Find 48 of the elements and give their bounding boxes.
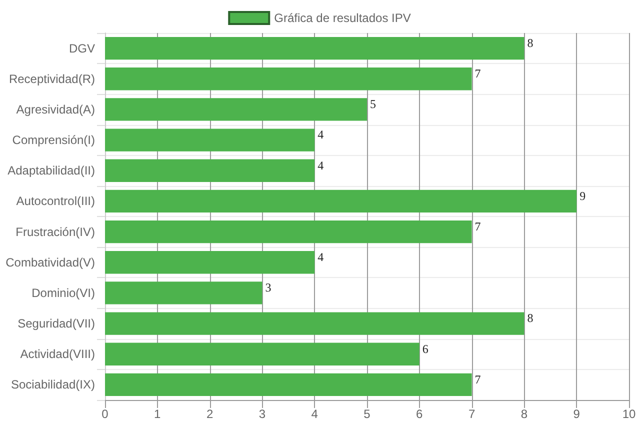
y-tick-label: Frustración(IV) (16, 224, 95, 239)
bar (105, 68, 472, 90)
bar (105, 342, 420, 366)
data-label: 7 (474, 66, 481, 81)
y-tick-label: DGV (68, 41, 95, 56)
x-tick-label: 8 (520, 407, 528, 421)
x-tick-label: 10 (622, 407, 636, 421)
data-label: 7 (474, 372, 481, 386)
y-tick-label: Adaptabilidad(II) (8, 164, 95, 178)
data-label: 4 (318, 128, 324, 142)
x-tick-label: 3 (258, 407, 266, 421)
data-label: 8 (527, 311, 534, 326)
data-label: 6 (422, 342, 428, 356)
y-tick-label: Receptividad(R) (8, 72, 95, 86)
bar (105, 36, 524, 60)
y-tick-label: Autocontrol(III) (16, 194, 95, 208)
bar (105, 282, 262, 304)
data-label: 3 (265, 280, 272, 295)
y-tick-label: Actividad(VIII) (20, 347, 95, 362)
data-label: 5 (370, 97, 376, 112)
bar (105, 251, 315, 274)
y-tick-label: Dominio(VI) (32, 286, 95, 300)
bar (105, 98, 367, 121)
data-label: 4 (318, 250, 324, 264)
y-tick-label: Combatividad(V) (6, 255, 95, 270)
x-tick-label: 2 (206, 407, 214, 421)
data-label: 7 (474, 219, 481, 234)
data-label: 8 (527, 36, 534, 50)
x-tick-label: 0 (102, 407, 109, 421)
y-tick-label: Seguridad(VII) (18, 316, 95, 331)
x-tick-label: 9 (573, 407, 580, 421)
x-tick-label: 1 (154, 407, 162, 421)
bar (105, 312, 524, 335)
y-tick-label: Comprensión(I) (12, 133, 95, 148)
data-label: 9 (580, 188, 586, 203)
data-label: 4 (318, 158, 324, 172)
x-tick-label: 5 (364, 407, 371, 421)
bar (105, 128, 315, 152)
bar (105, 220, 472, 244)
bar (105, 159, 315, 182)
bar (105, 373, 472, 396)
x-tick-label: 6 (416, 407, 424, 421)
x-tick-label: 7 (468, 407, 476, 421)
y-tick-label: Agresividad(A) (16, 102, 95, 116)
y-tick-label: Sociabilidad(IX) (10, 378, 95, 392)
legend-label: Gráfica de resultados IPV (274, 11, 411, 25)
bar (105, 190, 577, 213)
x-tick-label: 4 (311, 407, 318, 421)
